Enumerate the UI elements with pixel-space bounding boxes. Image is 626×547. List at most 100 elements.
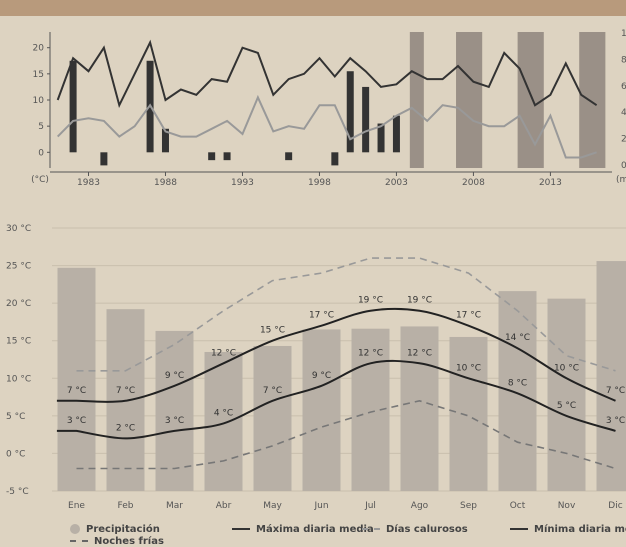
precipitation-bar [204,351,243,491]
max-temp-label: 7 °C [606,386,625,396]
legend-item-precipitacion: Precipitación [70,524,160,535]
month-label: Jul [364,501,376,511]
y-tick-label: 20 [33,44,45,54]
right-axis-bar [517,32,544,168]
precipitation-bar [449,336,488,491]
cold-nights-line [76,399,616,470]
min-temp-label: 12 °C [358,348,383,358]
data-bar [208,152,216,161]
y-tick-label: 20 °C [6,299,31,309]
x-tick-label: 1998 [308,178,331,188]
data-bar [346,71,354,153]
min-temp-label: 10 °C [456,363,481,373]
data-bar [285,152,293,161]
min-temp-line [56,359,616,440]
precipitation-bar [596,261,626,491]
x-tick-label: 2013 [539,178,562,188]
min-temp-label: 5 °C [557,401,576,411]
min-temp-label: 2 °C [116,423,135,433]
month-label: Mar [166,501,183,511]
legend-label-precipitacion: Precipitación [86,524,160,535]
right-tick-label: 0 [621,161,626,171]
legend: Precipitación Máxima diaria media Días c… [0,522,626,547]
dashed-line-icon [362,528,380,530]
month-label: Jun [313,501,328,511]
max-temp-label: 9 °C [165,371,184,381]
data-bar [377,123,385,153]
legend-label-noches: Noches frías [94,536,164,547]
legend-item-noches: Noches frías [70,536,164,547]
precipitation-bar [302,329,341,491]
max-temp-line [56,307,616,403]
y-tick-label: 10 °C [6,374,31,384]
right-tick-label: 8 [621,55,626,65]
min-temp-label: 4 °C [214,408,233,418]
y-tick-label: 5 [38,122,44,132]
x-tick-label: 1983 [77,178,100,188]
legend-label-minima: Mínima diaria medi [534,524,626,535]
max-temp-label: 15 °C [260,326,285,336]
legend-label-dias: Días calurosos [386,524,468,535]
precipitation-bar [400,326,439,491]
precipitation-bar [498,291,537,491]
min-temp-label: 3 °C [165,416,184,426]
right-axis-unit: (m [616,175,626,185]
right-tick-label: 4 [621,108,626,118]
right-tick-label: 6 [621,82,626,92]
data-bar [161,128,169,153]
month-label: May [263,501,282,511]
min-temp-label: 8 °C [508,378,527,388]
month-label: Feb [118,501,134,511]
right-axis-bar [409,32,424,168]
x-tick-label: 2008 [462,178,485,188]
min-temp-label: 12 °C [407,348,432,358]
month-label: Abr [216,501,232,511]
max-temp-label: 17 °C [309,311,334,321]
y-tick-label: 30 °C [6,224,31,234]
max-temp-label: 7 °C [67,386,86,396]
y-tick-label: 15 [33,70,44,80]
precipitation-bar [253,345,292,491]
min-temp-label: 3 °C [67,416,86,426]
right-axis-bar [579,32,606,168]
legend-item-maxima: Máxima diaria media [232,524,374,535]
precipitation-dot-icon [70,524,80,534]
legend-item-dias: Días calurosos [362,524,468,535]
x-tick-label: 2003 [385,178,408,188]
y-tick-label: 5 °C [6,412,25,422]
precipitation-bar [547,298,586,491]
data-bar [223,152,231,161]
x-tick-label: 1993 [231,178,254,188]
max-temp-label: 10 °C [554,363,579,373]
legend-item-minima: Mínima diaria medi [510,524,626,535]
solid-line-icon [232,528,250,530]
month-label: Nov [558,501,576,511]
month-label: Oct [510,501,526,511]
max-temp-label: 19 °C [358,296,383,306]
dashed-line-icon [70,540,88,542]
right-tick-label: 2 [621,135,626,145]
y-tick-label: 15 °C [6,337,31,347]
max-temp-label: 14 °C [505,333,530,343]
month-label: Sep [460,501,477,511]
min-temp-label: 3 °C [606,416,625,426]
solid-line-icon [510,528,528,530]
hot-days-line [76,257,616,372]
precipitation-bar [57,267,96,491]
y-tick-label: 0 °C [6,449,25,459]
y-tick-label: 0 [38,148,44,158]
y-tick-label: 10 [33,96,45,106]
max-temp-label: 17 °C [456,311,481,321]
data-bar [362,86,370,153]
month-label: Ene [68,501,85,511]
x-tick-label: 1988 [154,178,177,188]
header-strip [0,0,626,16]
right-tick-label: 1 [621,29,626,39]
month-label: Dic [608,501,622,511]
min-temp-label: 7 °C [263,386,282,396]
right-axis-bar [456,32,483,168]
month-label: Ago [411,501,429,511]
